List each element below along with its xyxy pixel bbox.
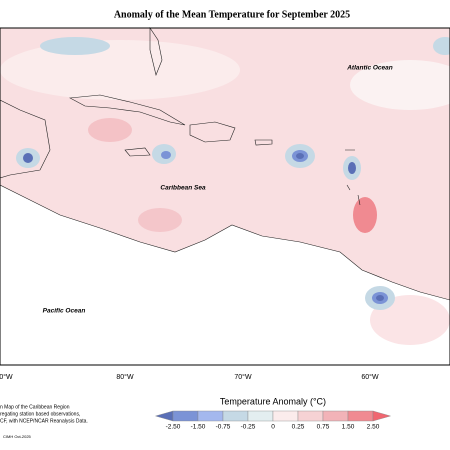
longitude-label: 70°W (234, 373, 252, 381)
ocean-label: Caribbean Sea (160, 185, 206, 192)
anomaly-patch (350, 60, 450, 110)
ocean-label: Pacific Ocean (43, 308, 86, 315)
anomaly-patch (370, 295, 450, 345)
colorbar: -2.50 -1.50 -0.75 -0.25 0 0.25 0.75 1.50 2.50 (154, 410, 392, 431)
colorbar-arrow (372, 410, 392, 422)
colorbar-bin (297, 410, 324, 422)
cold-anomaly (16, 144, 395, 310)
islands (0, 27, 361, 206)
colorbar-tick-label: -0.25 (241, 424, 256, 431)
colorbar-arrow (154, 410, 174, 422)
longitude-label: 0°W (0, 373, 13, 381)
anomaly-patch (40, 37, 110, 55)
colorbar-bin (347, 410, 374, 422)
colorbar-tick-label: -1.50 (191, 424, 206, 431)
longitude-label: 80°W (116, 373, 134, 381)
colorbar-tick-label: -2.50 (166, 424, 181, 431)
colorbar-tick-label: 2.50 (367, 424, 380, 431)
footnote-line: regating station based observations, (0, 411, 80, 417)
anomaly-patch (353, 197, 377, 233)
legend-title: Temperature Anomaly (°C) (220, 396, 326, 406)
ocean-label: Atlantic Ocean (346, 65, 393, 72)
colorbar-tick-label: 0.25 (292, 424, 305, 431)
colorbar-bin (272, 410, 299, 422)
colorbar-bin (222, 410, 249, 422)
footnote: n Map of the Caribbean Region regating s… (0, 404, 88, 439)
colorbar-bin (197, 410, 224, 422)
longitude-labels: 0°W 80°W 70°W 60°W (0, 373, 379, 381)
colorbar-bin (172, 410, 199, 422)
anomaly-patch (433, 37, 450, 55)
map-frame (0, 27, 450, 366)
footnote-line: CF, with NCEP/NCAR Reanalysis Data. (0, 418, 88, 424)
map-title: Anomaly of the Mean Temperature for Sept… (114, 9, 350, 20)
anomaly-patch (0, 40, 240, 100)
credit: CIMH Oct-2025 (3, 434, 32, 439)
longitude-label: 60°W (361, 373, 379, 381)
land (0, 184, 450, 366)
colorbar-tick-label: -0.75 (216, 424, 231, 431)
colorbar-tick-label: 1.50 (342, 424, 355, 431)
map: Atlantic Ocean Caribbean Sea Pacific Oce… (0, 27, 450, 366)
colorbar-tick-label: 0.75 (317, 424, 330, 431)
footnote-line: n Map of the Caribbean Region (0, 404, 70, 410)
anomaly-patch (138, 208, 182, 232)
colorbar-bin (247, 410, 274, 422)
colorbar-tick-label: 0 (271, 424, 275, 431)
colorbar-bin (322, 410, 349, 422)
anomaly-patch (88, 118, 132, 142)
